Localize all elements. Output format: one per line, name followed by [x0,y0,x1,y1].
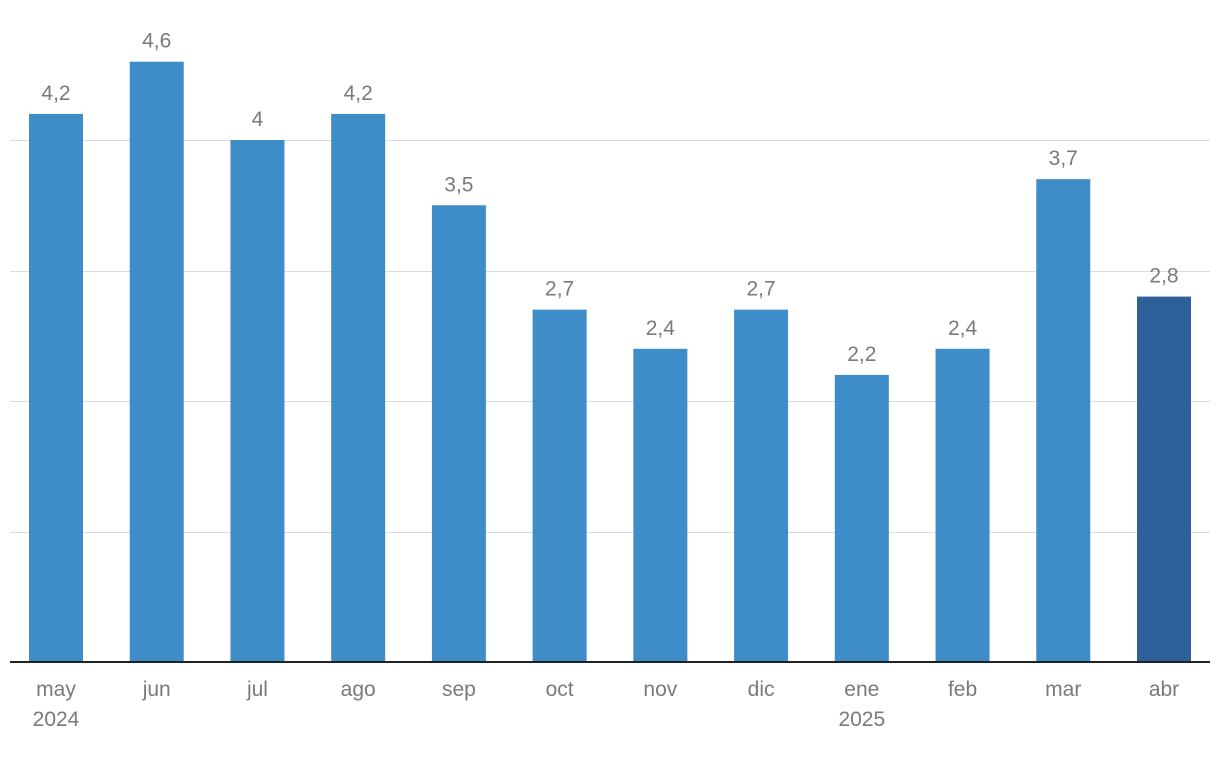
x-tick-label-nov: nov [643,678,677,701]
gridlines [10,140,1210,533]
value-label-jul: 4 [252,108,264,131]
value-label-jun: 4,6 [142,30,171,53]
bar-jul [230,140,285,662]
x-tick-label-jul: jul [246,678,268,701]
value-label-oct: 2,7 [545,278,574,301]
bars [29,61,1191,662]
bar-sep [431,205,486,662]
bar-ago [331,113,386,662]
x-tick-label-mar: mar [1045,678,1081,701]
bar-jun [129,61,184,662]
value-label-ene: 2,2 [847,343,876,366]
bar-mar [1036,179,1091,662]
value-label-dic: 2,7 [746,278,775,301]
x-axis: may 2024 jun jul ago sep oct nov dic ene 2025 feb ma… [10,661,1210,731]
x-tick-label-jun: jun [142,678,171,701]
value-label-mar: 3,7 [1049,147,1078,170]
x-tick-label-feb: feb [948,678,977,701]
x-tick-label-dic: dic [748,678,775,701]
x-tick-year-label-2025: 2025 [838,708,885,731]
bar-abr [1137,296,1191,662]
bar-may [29,113,83,662]
bar-nov [633,348,688,662]
x-tick-label-ene: ene [844,678,879,701]
value-label-abr: 2,8 [1149,265,1178,288]
x-tick-label-ago: ago [341,678,376,701]
bar-ene [834,374,889,662]
bar-dic [734,309,789,662]
value-labels: 4,2 4,6 4 4,2 3,5 2,7 2,4 2,7 2,2 2,4 3,7 2,8 [41,30,1178,366]
value-label-feb: 2,4 [948,317,978,340]
value-label-ago: 4,2 [344,82,373,105]
bar-feb [935,348,990,662]
x-tick-label-oct: oct [546,678,574,701]
x-tick-year-label-2024: 2024 [33,708,80,731]
x-tick-label-abr: abr [1149,678,1179,701]
x-tick-label-sep: sep [442,678,476,701]
bar-oct [532,309,587,662]
value-label-nov: 2,4 [646,317,676,340]
value-label-may: 4,2 [41,82,70,105]
value-label-sep: 3,5 [444,173,473,196]
x-tick-label-may: may [36,678,76,701]
